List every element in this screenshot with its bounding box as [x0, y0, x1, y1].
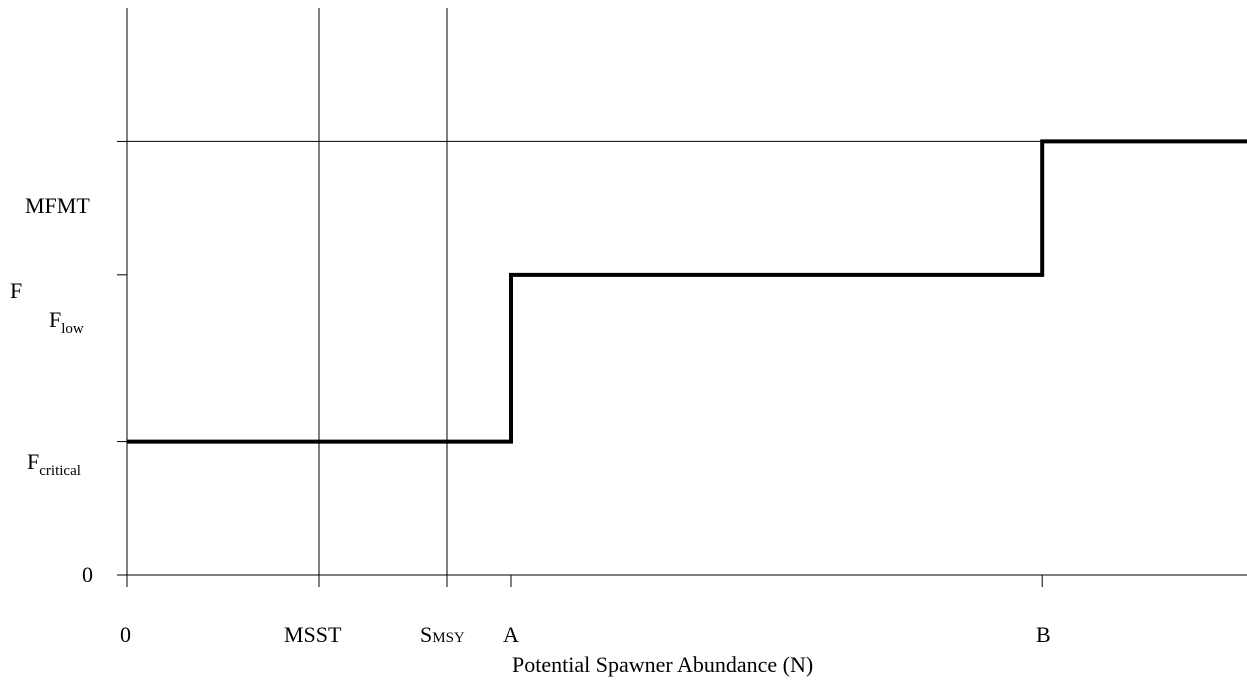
y-axis-label: F: [10, 278, 22, 303]
x-tick-label-msst: MSST: [284, 622, 342, 647]
x-tick-label-smsy: SMSY: [420, 622, 465, 647]
tick-marks: [117, 140, 1043, 587]
x-axis-label: Potential Spawner Abundance (N): [512, 652, 813, 677]
x-tick-label-a: A: [503, 622, 519, 647]
y-tick-label-zero: 0: [82, 562, 93, 587]
series-group: [127, 139, 1247, 444]
series-line-0: [127, 139, 1247, 444]
axes: [126, 8, 1247, 576]
y-tick-label-flow: Flow: [49, 307, 84, 337]
x-tick-label-b: B: [1036, 622, 1051, 647]
y-tick-label-mfmt: MFMT: [25, 193, 90, 218]
x-tick-label-zero: 0: [120, 622, 131, 647]
reference-lines: [126, 8, 1247, 575]
y-tick-label-fcritical: Fcritical: [27, 449, 81, 479]
